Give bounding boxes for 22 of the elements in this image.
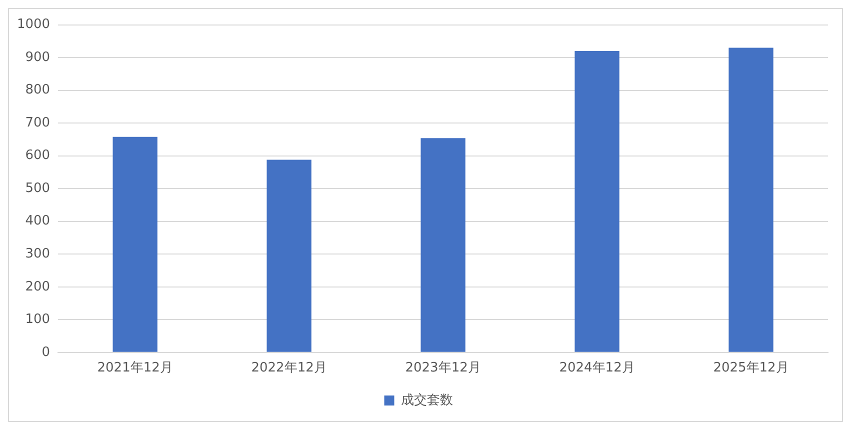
x-tick-label: 2024年12月 bbox=[559, 360, 635, 376]
legend-label: 成交套数 bbox=[400, 392, 453, 408]
x-tick-label: 2021年12月 bbox=[97, 360, 173, 376]
bar bbox=[574, 51, 620, 352]
bar bbox=[728, 48, 774, 352]
y-tick-label: 100 bbox=[25, 312, 50, 328]
y-tick-label: 300 bbox=[25, 246, 50, 262]
bar bbox=[420, 138, 466, 352]
y-tick-label: 200 bbox=[25, 279, 50, 294]
y-tick-label: 600 bbox=[25, 148, 50, 164]
x-tick-label: 2022年12月 bbox=[251, 360, 327, 376]
y-tick-label: 700 bbox=[25, 115, 50, 130]
bar bbox=[112, 136, 158, 352]
x-tick-label: 2025年12月 bbox=[713, 360, 789, 376]
y-tick-label: 800 bbox=[25, 82, 50, 98]
y-tick-label: 900 bbox=[25, 50, 50, 65]
y-tick-label: 400 bbox=[25, 214, 50, 229]
y-tick-label: 0 bbox=[42, 344, 50, 360]
y-tick-label: 1000 bbox=[16, 17, 50, 32]
y-tick-label: 500 bbox=[25, 180, 50, 196]
bar bbox=[266, 160, 312, 352]
x-tick-label: 2023年12月 bbox=[405, 360, 481, 376]
